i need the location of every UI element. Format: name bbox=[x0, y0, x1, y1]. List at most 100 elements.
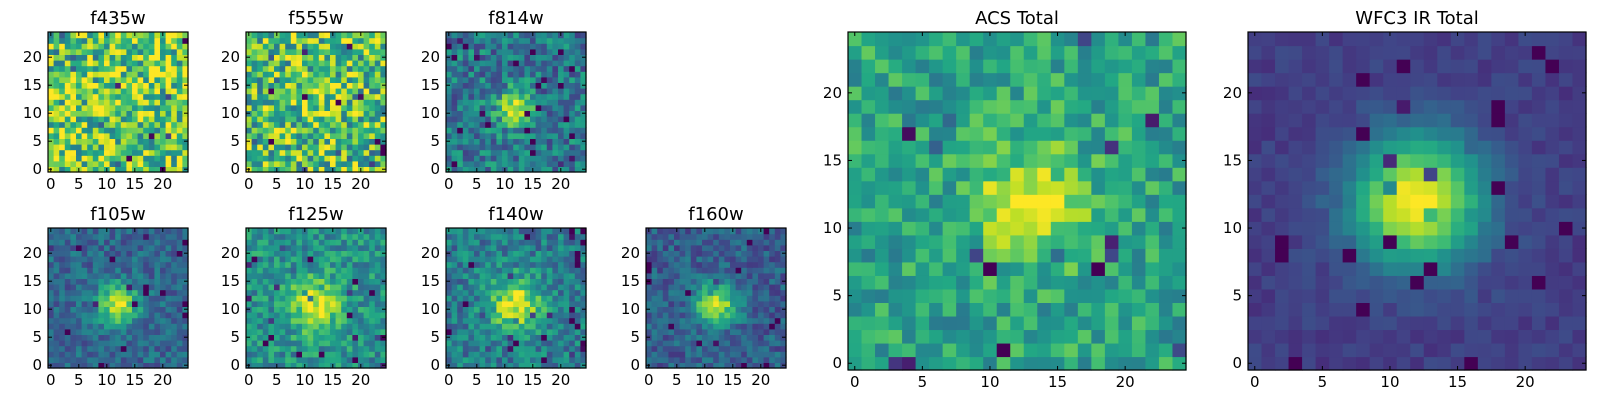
heatmap-cell bbox=[735, 272, 742, 279]
heatmap-cell bbox=[479, 76, 486, 83]
heatmap-cell bbox=[1010, 221, 1025, 236]
heatmap-cell bbox=[70, 345, 77, 352]
heatmap-cell bbox=[758, 340, 765, 347]
heatmap-cell bbox=[690, 317, 697, 324]
heatmap-cell bbox=[352, 60, 359, 67]
heatmap-pixels bbox=[446, 228, 587, 369]
heatmap-cell bbox=[171, 121, 178, 128]
heatmap-cell bbox=[182, 155, 189, 162]
heatmap-cell bbox=[558, 48, 565, 55]
heatmap-cell bbox=[285, 261, 292, 268]
heatmap-cell bbox=[502, 284, 509, 291]
heatmap-cell bbox=[496, 239, 503, 246]
heatmap-cell bbox=[120, 99, 127, 106]
heatmap-cell bbox=[915, 221, 930, 236]
heatmap-cell bbox=[969, 194, 984, 209]
heatmap-cell bbox=[752, 362, 759, 369]
heatmap-cell bbox=[485, 116, 492, 123]
heatmap-cell bbox=[143, 317, 150, 324]
heatmap-cell bbox=[541, 312, 548, 319]
heatmap-cell bbox=[81, 32, 88, 39]
heatmap-cell bbox=[352, 99, 359, 106]
heatmap-cell bbox=[746, 250, 753, 257]
heatmap-cell bbox=[76, 272, 83, 279]
heatmap-cell bbox=[81, 149, 88, 156]
heatmap-cell bbox=[81, 99, 88, 106]
heatmap-cell bbox=[358, 160, 365, 167]
heatmap-cell bbox=[109, 132, 116, 139]
heatmap-cell bbox=[468, 32, 475, 39]
heatmap-cell bbox=[1010, 167, 1025, 182]
heatmap-cell bbox=[956, 302, 971, 317]
heatmap-cell bbox=[563, 362, 570, 369]
heatmap-cell bbox=[702, 250, 709, 257]
heatmap-cell bbox=[81, 71, 88, 78]
heatmap-cell bbox=[462, 88, 469, 95]
heatmap-cell bbox=[462, 256, 469, 263]
heatmap-cell bbox=[956, 288, 971, 303]
heatmap-cell bbox=[330, 43, 337, 50]
heatmap-cell bbox=[330, 328, 337, 335]
heatmap-cell bbox=[352, 356, 359, 363]
heatmap-cell bbox=[558, 239, 565, 246]
heatmap-cell bbox=[279, 132, 286, 139]
heatmap-cell bbox=[115, 88, 122, 95]
heatmap-cell bbox=[98, 239, 105, 246]
heatmap-cell bbox=[346, 289, 353, 296]
heatmap-cell bbox=[969, 342, 984, 358]
heatmap-cell bbox=[513, 312, 520, 319]
heatmap-cell bbox=[574, 155, 581, 162]
heatmap-cell bbox=[485, 155, 492, 162]
heatmap-cell bbox=[479, 82, 486, 89]
heatmap-cell bbox=[546, 239, 553, 246]
heatmap-cell bbox=[657, 233, 664, 240]
heatmap-cell bbox=[352, 345, 359, 352]
heatmap-cell bbox=[53, 328, 60, 335]
heatmap-cell bbox=[182, 340, 189, 347]
heatmap-cell bbox=[518, 351, 525, 358]
heatmap-cell bbox=[718, 272, 725, 279]
heatmap-cell bbox=[369, 328, 376, 335]
heatmap-cell bbox=[120, 284, 127, 291]
heatmap-cell bbox=[171, 116, 178, 123]
heatmap-cell bbox=[646, 289, 653, 296]
heatmap-cell bbox=[132, 323, 139, 330]
heatmap-cell bbox=[546, 345, 553, 352]
heatmap-cell bbox=[718, 317, 725, 324]
heatmap-cell bbox=[569, 239, 576, 246]
heatmap-cell bbox=[741, 267, 748, 274]
heatmap-cell bbox=[707, 244, 714, 251]
heatmap-cell bbox=[1010, 275, 1025, 290]
heatmap-cell bbox=[713, 340, 720, 347]
heatmap-cell bbox=[109, 149, 116, 156]
heatmap-cell bbox=[143, 256, 150, 263]
heatmap-cell bbox=[746, 272, 753, 279]
heatmap-cell bbox=[535, 116, 542, 123]
heatmap-cell bbox=[363, 317, 370, 324]
heatmap-cell bbox=[685, 278, 692, 285]
heatmap-cell bbox=[285, 328, 292, 335]
heatmap-cell bbox=[92, 48, 99, 55]
heatmap-cell bbox=[257, 48, 264, 55]
heatmap-cell bbox=[662, 272, 669, 279]
heatmap-cell bbox=[335, 149, 342, 156]
heatmap-cell bbox=[104, 278, 111, 285]
heatmap-cell bbox=[468, 60, 475, 67]
heatmap-cell bbox=[530, 250, 537, 257]
heatmap-cell bbox=[160, 104, 167, 111]
heatmap-cell bbox=[182, 60, 189, 67]
heatmap-cell bbox=[569, 345, 576, 352]
heatmap-cell bbox=[574, 345, 581, 352]
heatmap-cell bbox=[126, 121, 133, 128]
heatmap-cell bbox=[154, 127, 161, 134]
heatmap-cell bbox=[541, 323, 548, 330]
heatmap-cell bbox=[341, 76, 348, 83]
heatmap-cell bbox=[160, 261, 167, 268]
heatmap-cell bbox=[274, 60, 281, 67]
heatmap-cell bbox=[451, 228, 458, 235]
heatmap-cell bbox=[246, 261, 253, 268]
heatmap-cell bbox=[302, 82, 309, 89]
heatmap-cell bbox=[352, 323, 359, 330]
heatmap-cell bbox=[274, 88, 281, 95]
heatmap-cell bbox=[262, 166, 269, 173]
